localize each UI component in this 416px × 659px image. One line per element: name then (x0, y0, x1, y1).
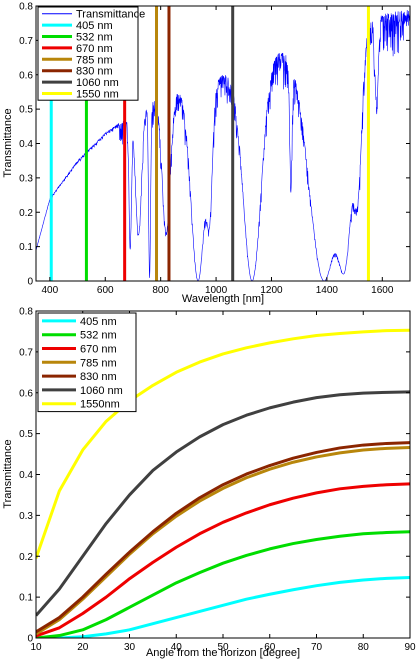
transmittance-spectrum-line (36, 10, 410, 281)
legend-entry-label: 405 nm (80, 316, 117, 328)
wavelength-chart: 400 600 800 1000 1200 1400 1600 0 0.1 0.2 0.3 0.4 0.… (2, 2, 411, 305)
series-line-830-nm (36, 441, 410, 634)
wavelength-y-tick-label: 0.7 (19, 36, 33, 47)
legend-entry-label: 1060 nm (80, 385, 123, 397)
wavelength-y-tick-label: 0.6 (19, 70, 33, 81)
angle-x-axis-label: Angle from the horizon [degree] (146, 647, 300, 659)
wavelength-x-tick-label: 1000 (205, 285, 228, 296)
angle-y-tick-label: 0.8 (19, 307, 33, 318)
legend-entry-label: 532 nm (80, 330, 117, 342)
angle-y-tick-label: 0.3 (19, 511, 33, 522)
angle-y-tick-label: 0.7 (19, 347, 33, 358)
legend-entry-label: 830 nm (80, 371, 117, 383)
legend-entry-label: Transmittance (76, 9, 145, 21)
angle-y-tick-label: 0.6 (19, 388, 33, 399)
angle-x-tick-label: 60 (264, 642, 276, 653)
legend-entry-label: 405 nm (76, 20, 113, 32)
wavelength-y-tick-label: 0.2 (19, 208, 33, 219)
angle-x-tick-label: 80 (358, 642, 370, 653)
wavelength-x-axis-label: Wavelength [nm] (182, 293, 264, 305)
angle-y-axis-label: Transmittance (2, 439, 14, 508)
wavelength-y-tick-label: 0.5 (19, 105, 33, 116)
wavelength-y-tick-label: 0.8 (19, 2, 33, 13)
legend-entry-label: 785 nm (76, 54, 113, 66)
angle-x-tick-label: 70 (311, 642, 323, 653)
legend-entry-label: 1550nm (80, 399, 120, 411)
angle-y-tick-label: 0.4 (19, 470, 33, 481)
angle-y-tick-label: 0 (27, 634, 33, 645)
wavelength-x-tick-label: 1600 (371, 285, 394, 296)
series-line-785-nm (36, 446, 410, 636)
legend-entry-label: 670 nm (80, 344, 117, 356)
legend-entry-label: 670 nm (76, 43, 113, 55)
wavelength-y-tick-label: 0 (27, 277, 33, 288)
legend-entry-label: 785 nm (80, 357, 117, 369)
series-line-670-nm (36, 482, 410, 638)
legend-entry-label: 1550 nm (76, 89, 119, 101)
angle-x-tick-label: 40 (171, 642, 183, 653)
wavelength-x-tick-label: 400 (42, 285, 59, 296)
wavelength-x-tick-label: 1200 (260, 285, 283, 296)
wavelength-y-tick-label: 0.1 (19, 242, 33, 253)
series-line-405-nm (36, 576, 410, 638)
legend-entry-label: 532 nm (76, 32, 113, 44)
wavelength-x-tick-label: 600 (97, 285, 114, 296)
wavelength-y-tick-label: 0.4 (19, 139, 33, 150)
legend-box (37, 6, 139, 101)
angle-y-tick-label: 0.2 (19, 552, 33, 563)
angle-y-tick-label: 0.5 (19, 429, 33, 440)
series-line-1550nm (36, 328, 410, 559)
angle-x-tick-label: 30 (124, 642, 136, 653)
angle-x-tick-label: 20 (77, 642, 89, 653)
angle-x-tick-label: 50 (217, 642, 229, 653)
legend-entry-label: 1060 nm (76, 77, 119, 89)
wavelength-y-tick-label: 0.3 (19, 173, 33, 184)
angle-y-tick-label: 0.1 (19, 593, 33, 604)
angle-x-tick-label: 90 (404, 642, 416, 653)
legend-entry-label: 830 nm (76, 66, 113, 78)
wavelength-y-axis-label: Transmittance (2, 108, 14, 177)
angle-x-tick-label: 10 (30, 642, 42, 653)
series-line-532-nm (36, 530, 410, 638)
series-line-1060-nm (36, 390, 410, 617)
wavelength-x-tick-label: 1400 (316, 285, 339, 296)
wavelength-x-tick-label: 800 (152, 285, 169, 296)
angle-chart: 10 20 30 40 50 60 70 80 90 0 0.1 0.2 0.3 0.4 0.5 0.6 0.7… (2, 307, 416, 659)
